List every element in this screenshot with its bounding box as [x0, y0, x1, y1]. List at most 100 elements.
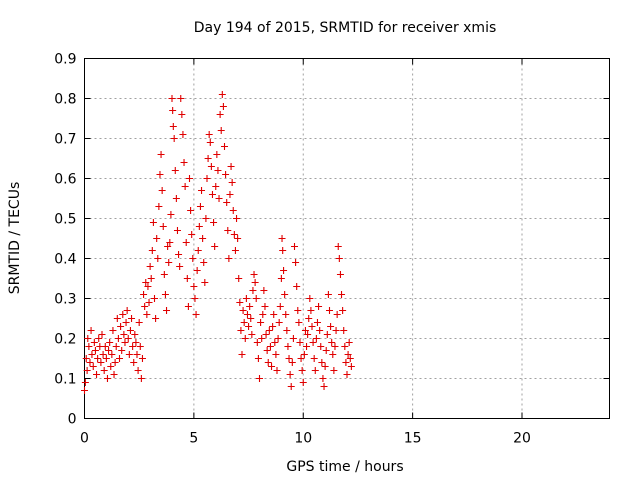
data-point [148, 247, 156, 254]
data-point [170, 135, 178, 142]
x-tick-label: 15 [404, 431, 422, 447]
data-point [260, 287, 268, 294]
data-point [307, 307, 315, 314]
data-point [224, 227, 232, 234]
data-point [134, 367, 142, 374]
data-point [105, 347, 113, 354]
plot-frame [84, 58, 610, 419]
data-point [145, 299, 153, 306]
data-point [171, 167, 179, 174]
data-point [214, 167, 222, 174]
y-tick-label: 0.6 [54, 172, 76, 188]
data-point [257, 319, 265, 326]
data-point [164, 243, 172, 250]
data-point [262, 331, 270, 338]
data-point [180, 159, 188, 166]
data-point [173, 227, 181, 234]
data-point [336, 271, 344, 278]
data-point [291, 243, 298, 250]
data-point [331, 343, 339, 350]
data-point [281, 291, 289, 298]
data-point [288, 359, 296, 366]
data-point [156, 171, 164, 178]
data-point [256, 375, 263, 382]
data-point [166, 239, 174, 246]
data-point [299, 379, 307, 386]
data-point [321, 363, 329, 370]
data-point [236, 299, 244, 306]
data-point [312, 335, 320, 342]
data-point [241, 335, 249, 342]
data-point [293, 283, 301, 290]
data-point [124, 335, 132, 342]
data-point [332, 327, 340, 334]
data-point [177, 95, 185, 102]
data-point [100, 367, 108, 374]
data-point [154, 255, 162, 262]
data-point [167, 211, 175, 218]
data-point [282, 311, 290, 318]
data-point [130, 359, 138, 366]
data-point [249, 287, 257, 294]
data-point [116, 355, 123, 362]
data-point [88, 351, 96, 358]
data-point [131, 331, 139, 338]
data-point [140, 291, 148, 298]
data-point [242, 295, 250, 302]
data-point [175, 251, 183, 258]
data-point [87, 327, 95, 334]
data-point [157, 151, 165, 158]
data-point [263, 347, 271, 354]
data-point [330, 367, 338, 374]
data-point [265, 327, 273, 334]
data-point [194, 247, 202, 254]
data-point [327, 323, 335, 330]
data-point [250, 271, 258, 278]
data-point [212, 183, 220, 190]
data-point [200, 259, 208, 266]
data-point [199, 235, 207, 242]
data-point [246, 303, 254, 310]
data-point [86, 359, 94, 366]
data-point [311, 367, 319, 374]
data-point [141, 303, 149, 310]
data-point [176, 263, 184, 270]
data-point [187, 207, 195, 214]
data-point [229, 207, 237, 214]
data-point [258, 335, 266, 342]
data-point [297, 355, 305, 362]
data-point [213, 151, 221, 158]
data-point [163, 307, 171, 314]
data-point [89, 363, 97, 370]
data-point [219, 103, 227, 110]
data-point [215, 195, 223, 202]
data-point [276, 303, 284, 310]
data-point [235, 275, 243, 282]
data-point [110, 371, 118, 378]
data-point [193, 267, 201, 274]
data-point [91, 347, 99, 354]
data-point [318, 359, 326, 366]
data-point [323, 331, 331, 338]
data-point [158, 187, 166, 194]
data-point [227, 163, 235, 170]
data-point [347, 363, 355, 370]
data-point [259, 311, 267, 318]
data-point [218, 91, 226, 98]
data-point [191, 295, 199, 302]
data-point [310, 355, 318, 362]
data-point [334, 243, 342, 250]
data-point [132, 339, 140, 346]
data-point [253, 339, 261, 346]
data-point [107, 363, 115, 370]
data-point [121, 339, 129, 346]
data-point [122, 319, 130, 326]
data-point [198, 187, 206, 194]
data-point [300, 351, 308, 358]
data-point [142, 279, 150, 286]
data-point [111, 359, 119, 366]
data-point [268, 363, 276, 370]
data-point [211, 243, 219, 250]
y-tick-label: 0.1 [54, 372, 76, 388]
